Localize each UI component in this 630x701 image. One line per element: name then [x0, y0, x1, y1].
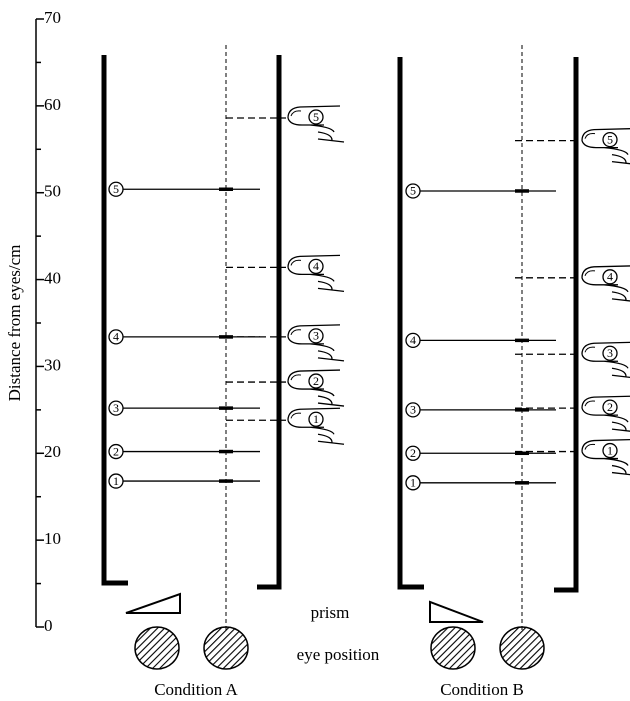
number-circle — [405, 183, 421, 199]
number-label: 2 — [410, 446, 416, 460]
nail — [584, 346, 596, 353]
number-label: 4 — [113, 330, 119, 344]
y-tick-label: 30 — [44, 355, 61, 374]
finger — [287, 407, 345, 445]
number-label: 2 — [607, 400, 613, 414]
number-label: 4 — [313, 259, 319, 273]
finger — [581, 128, 630, 165]
number-label: 3 — [607, 346, 613, 360]
number-circle — [405, 475, 421, 491]
eye — [134, 626, 180, 670]
number-circle — [108, 473, 124, 489]
eye — [430, 626, 476, 670]
number-label: 2 — [113, 444, 119, 458]
left-wall — [397, 57, 424, 590]
y-tick-label: 70 — [44, 8, 61, 27]
number-circle — [308, 373, 324, 389]
number-circle — [405, 332, 421, 349]
finger — [581, 341, 630, 379]
number-circle — [108, 181, 124, 197]
y-tick-label: 20 — [44, 442, 61, 461]
number-circle — [308, 258, 324, 275]
right-wall — [554, 57, 579, 593]
number-circle — [405, 402, 421, 418]
number-label: 3 — [113, 401, 119, 415]
nail — [290, 412, 302, 419]
number-label: 1 — [313, 412, 319, 426]
finger — [287, 254, 345, 293]
y-tick-label: 40 — [44, 268, 61, 287]
number-circle — [602, 399, 618, 415]
number-label: 4 — [410, 333, 416, 347]
eye — [203, 626, 249, 670]
eyes — [134, 626, 545, 670]
condition-panel: Condition A 1 2 3 4 5 1 2 3 4 5 — [101, 45, 345, 699]
number-label: 5 — [313, 110, 319, 124]
nail — [584, 270, 596, 277]
number-label: 1 — [113, 474, 119, 488]
nail — [290, 329, 302, 336]
y-tick-label: 60 — [44, 95, 61, 114]
number-label: 1 — [410, 476, 416, 490]
eye — [499, 626, 545, 670]
number-circle — [308, 328, 324, 344]
y-tick-label: 50 — [44, 182, 61, 201]
number-circle — [108, 400, 124, 416]
number-label: 1 — [607, 443, 613, 457]
prism-a — [125, 592, 181, 614]
condition-label: Condition B — [440, 680, 524, 699]
nail — [584, 132, 596, 139]
y-tick-label: 10 — [44, 529, 61, 548]
number-label: 5 — [410, 184, 416, 198]
finger — [287, 105, 345, 143]
number-circle — [602, 442, 618, 459]
number-circle — [602, 269, 618, 285]
nail — [290, 110, 302, 117]
finger — [581, 265, 630, 302]
condition-panel: Condition B 1 2 3 4 5 1 2 3 4 5 — [397, 45, 630, 699]
left-wall — [101, 55, 128, 586]
nail — [584, 400, 596, 407]
number-label: 3 — [410, 403, 416, 417]
finger — [581, 438, 630, 476]
prism-label: prism — [311, 603, 350, 622]
prism-b — [429, 600, 484, 623]
number-circle — [108, 443, 124, 460]
number-label: 3 — [313, 329, 319, 343]
number-label: 5 — [607, 132, 613, 146]
number-label: 4 — [607, 270, 613, 284]
eye-position-label: eye position — [297, 645, 380, 664]
axis-label: Distance from eyes/cm — [5, 245, 24, 402]
right-wall — [257, 55, 282, 590]
number-circle — [108, 329, 124, 345]
finger — [581, 395, 630, 432]
number-circle — [602, 345, 618, 361]
number-label: 2 — [313, 374, 319, 388]
nail — [290, 259, 302, 266]
finger — [287, 369, 345, 407]
number-circle — [405, 445, 421, 461]
number-circle — [602, 131, 618, 148]
condition-label: Condition A — [154, 680, 238, 699]
number-circle — [308, 411, 324, 427]
y-tick-label: 0 — [44, 616, 53, 635]
number-circle — [308, 109, 324, 125]
finger — [287, 324, 345, 362]
nail — [290, 374, 302, 381]
number-label: 5 — [113, 182, 119, 196]
nail — [584, 443, 596, 450]
